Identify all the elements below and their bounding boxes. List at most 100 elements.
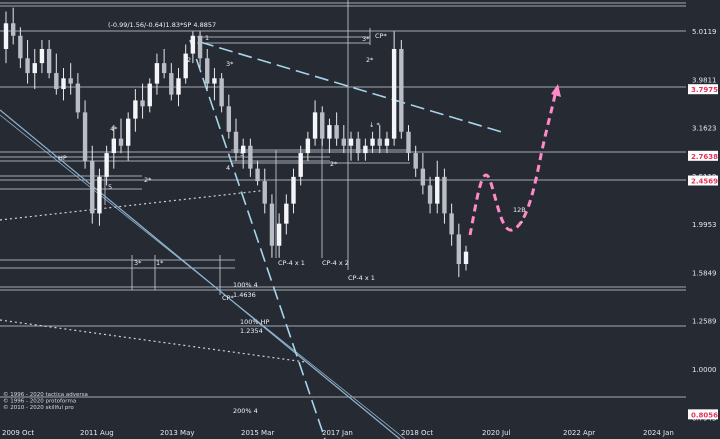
annotation-5: 2 bbox=[187, 56, 191, 64]
candle-1 bbox=[10, 7, 16, 45]
y-tick-5: 1.5849 bbox=[692, 269, 717, 277]
candle-15 bbox=[111, 125, 117, 169]
candle-63 bbox=[456, 223, 462, 278]
candle-30 bbox=[219, 73, 224, 113]
candle-31 bbox=[226, 94, 232, 139]
copyright-1: © 1996 - 2020 protoforma bbox=[3, 398, 76, 405]
candle-56 bbox=[406, 125, 411, 161]
y-tick-4: 1.9953 bbox=[692, 221, 717, 229]
candle-48 bbox=[348, 131, 354, 161]
candle-24 bbox=[176, 68, 181, 107]
candles bbox=[3, 7, 469, 278]
candle-44 bbox=[320, 106, 325, 146]
candle-21 bbox=[154, 53, 160, 95]
candle-32 bbox=[233, 118, 239, 161]
annotation-15: CP-4 x 1 bbox=[278, 259, 305, 267]
price-tag-1: 2.7638 bbox=[688, 150, 718, 161]
price-tag-2: 2.4569 bbox=[688, 175, 718, 186]
svg-text:2.4569: 2.4569 bbox=[691, 177, 718, 185]
candle-25 bbox=[183, 44, 188, 84]
candle-61 bbox=[442, 168, 447, 224]
x-tick-7: 2022 Apr bbox=[563, 429, 595, 437]
candle-11 bbox=[82, 100, 88, 169]
y-tick-0: 5.0119 bbox=[692, 28, 717, 36]
candle-26 bbox=[190, 31, 196, 64]
candle-8 bbox=[61, 68, 66, 101]
candle-10 bbox=[75, 73, 81, 119]
annotation-9: 2* bbox=[144, 176, 152, 184]
candle-45 bbox=[327, 118, 332, 154]
annotation-0: (-0.99/1.56/-0.64)1.83*SP 4.8857 bbox=[108, 21, 216, 29]
annotation-8: 5 bbox=[108, 183, 112, 191]
candle-51 bbox=[370, 131, 375, 154]
candle-54 bbox=[391, 31, 397, 146]
x-tick-6: 2020 Jul bbox=[482, 429, 511, 437]
copyright-0: © 1996 - 2020 tactica adversa bbox=[3, 391, 88, 398]
x-tick-2: 2013 May bbox=[160, 429, 195, 437]
svg-text:3.7975: 3.7975 bbox=[691, 86, 718, 94]
x-tick-0: 2009 Oct bbox=[2, 429, 34, 437]
annotation-2: CP* bbox=[375, 32, 387, 40]
annotation-20: CP* bbox=[222, 294, 234, 302]
candle-41 bbox=[298, 145, 303, 186]
candle-55 bbox=[399, 40, 404, 139]
annotation-7: 4* bbox=[110, 125, 118, 133]
annotation-13: 2* bbox=[330, 160, 338, 168]
candle-23 bbox=[169, 63, 174, 101]
y-tick-6: 1.2589 bbox=[692, 318, 717, 326]
candle-29 bbox=[212, 68, 217, 101]
annotation-17: CP-4 x 1 bbox=[348, 274, 375, 282]
candle-16 bbox=[118, 118, 124, 154]
candle-50 bbox=[363, 138, 368, 161]
candle-18 bbox=[133, 89, 138, 132]
annotation-3: 2* bbox=[366, 56, 374, 64]
x-tick-4: 2017 Jan bbox=[322, 429, 353, 437]
candle-59 bbox=[427, 176, 433, 214]
annotation-4: 1 bbox=[205, 34, 209, 42]
candle-7 bbox=[54, 53, 59, 95]
price-tag-3: 0.8056 bbox=[688, 409, 718, 420]
annotation-21: 100% 4 bbox=[233, 281, 258, 289]
candle-53 bbox=[384, 131, 390, 154]
projection-path bbox=[468, 89, 558, 236]
candle-17 bbox=[125, 112, 131, 161]
svg-text:2.7638: 2.7638 bbox=[691, 153, 718, 161]
y-tick-7: 1.0000 bbox=[692, 366, 717, 374]
candle-27 bbox=[197, 31, 203, 69]
projection-arrowhead bbox=[551, 84, 561, 97]
trend-lines bbox=[0, 39, 506, 439]
candle-14 bbox=[104, 145, 109, 186]
horizontal-guides bbox=[0, 2, 686, 398]
x-tick-1: 2011 Aug bbox=[80, 429, 114, 437]
y-tick-2: 3.1623 bbox=[692, 125, 717, 133]
candle-60 bbox=[435, 160, 440, 214]
candle-40 bbox=[291, 168, 296, 214]
annotation-19: 1* bbox=[156, 259, 164, 267]
candle-42 bbox=[305, 131, 311, 161]
annotation-24: 1.2354 bbox=[240, 327, 263, 335]
annotation-26: 12B bbox=[513, 206, 526, 214]
candle-37 bbox=[269, 194, 275, 258]
candle-39 bbox=[284, 194, 289, 235]
annotation-22: 1.4636 bbox=[233, 291, 256, 299]
candle-49 bbox=[355, 131, 361, 161]
candle-47 bbox=[341, 125, 347, 154]
annotation-14: ↓ * bbox=[369, 121, 381, 129]
candle-5 bbox=[39, 40, 45, 74]
svg-text:0.8056: 0.8056 bbox=[691, 411, 718, 419]
x-tick-5: 2018 Oct bbox=[401, 429, 433, 437]
price-tag-0: 3.7975 bbox=[688, 84, 718, 95]
annotation-27: * bbox=[520, 219, 524, 227]
candle-0 bbox=[3, 11, 9, 64]
candle-35 bbox=[255, 160, 260, 186]
candle-19 bbox=[140, 83, 145, 119]
candle-62 bbox=[449, 203, 454, 246]
annotation-1: 3* bbox=[362, 35, 370, 43]
annotation-11: 4 bbox=[226, 164, 230, 172]
candle-3 bbox=[25, 40, 30, 84]
candle-2 bbox=[18, 27, 23, 69]
candle-64 bbox=[463, 245, 469, 271]
candle-22 bbox=[161, 48, 167, 79]
candle-6 bbox=[46, 40, 52, 79]
